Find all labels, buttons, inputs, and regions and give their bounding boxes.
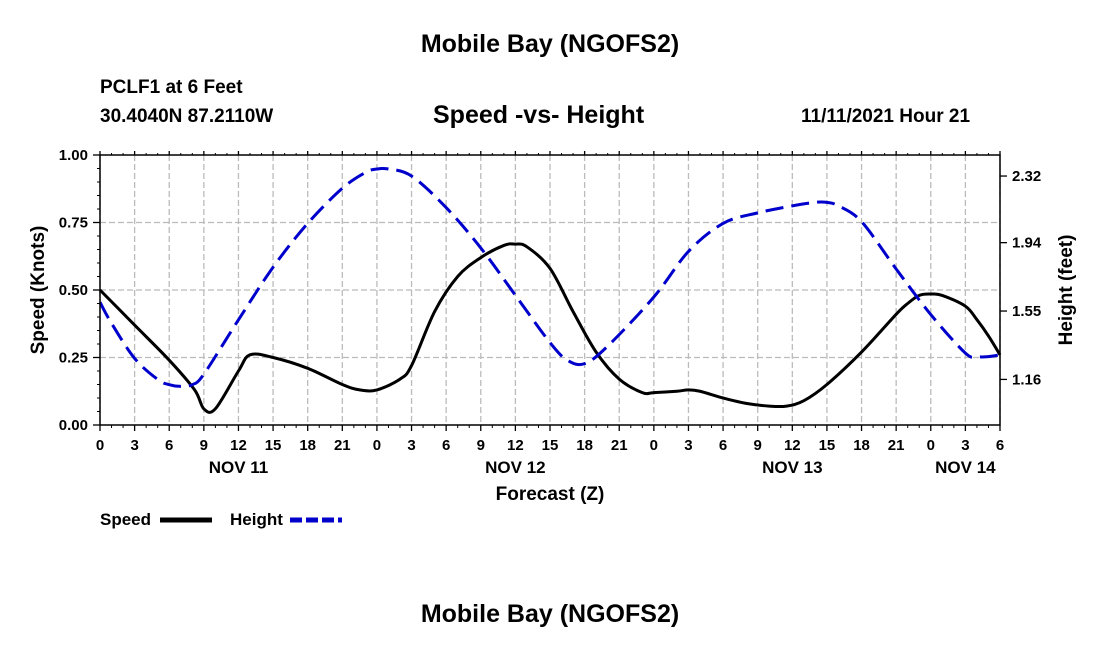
x-tick-label-6: 18 (299, 437, 316, 454)
axis-ticks: 0 3 6 9 12 15 18 21 0 3 6 9 12 15 18 21 0 3 6 9 12 15 18 21 0 3 6N… (59, 147, 1042, 477)
date-label-1: NOV 12 (485, 458, 545, 477)
x-tick-label-3: 9 (200, 437, 208, 454)
series-layer (98, 166, 1002, 414)
station-coordinates: 30.4040N 87.2110W (100, 106, 274, 127)
legend: Speed Height (100, 510, 342, 529)
x-tick-label-2: 6 (165, 437, 173, 454)
x-tick-label-1: 3 (130, 437, 138, 454)
x-tick-label-4: 12 (230, 437, 247, 454)
x-tick-label-12: 12 (507, 437, 524, 454)
x-tick-label-0: 0 (96, 437, 104, 454)
x-tick-label-14: 18 (576, 437, 593, 454)
bottom-title: Mobile Bay (NGOFS2) (420, 600, 680, 628)
y-axis-label-right: Height (feet) (1056, 235, 1077, 346)
x-tick-label-19: 9 (754, 437, 762, 454)
x-tick-label-10: 6 (442, 437, 450, 454)
x-tick-label-8: 0 (373, 437, 381, 454)
y-tick-label-left-4: 1.00 (59, 147, 88, 164)
y-tick-label-left-2: 0.50 (59, 282, 88, 299)
x-tick-label-21: 15 (819, 437, 836, 454)
y-tick-label-right-2: 1.94 (1012, 235, 1042, 252)
y-tick-label-right-0: 1.16 (1012, 371, 1041, 388)
chart-title: Speed -vs- Height (433, 101, 645, 129)
x-tick-label-24: 0 (927, 437, 935, 454)
series-line-height (98, 166, 1001, 388)
x-tick-label-22: 18 (853, 437, 870, 454)
x-tick-label-16: 0 (650, 437, 658, 454)
grid-lines (99, 155, 1001, 425)
x-tick-label-25: 3 (961, 437, 969, 454)
y-tick-label-left-0: 0.00 (59, 417, 88, 434)
series-line-speed (98, 242, 1002, 414)
x-tick-label-17: 3 (684, 437, 692, 454)
speed-height-chart: 0 3 6 9 12 15 18 21 0 3 6 9 12 15 18 21 0 3 6 9 12 15 18 21 0 3 6N… (28, 147, 1077, 529)
main-title: Mobile Bay (NGOFS2) (420, 30, 680, 58)
y-tick-label-left-3: 0.75 (59, 215, 88, 232)
x-tick-label-5: 15 (265, 437, 282, 454)
legend-height-label: Height (230, 510, 283, 529)
legend-speed-label: Speed (100, 510, 151, 529)
x-tick-label-23: 21 (888, 437, 905, 454)
x-axis-label: Forecast (Z) (496, 484, 605, 505)
y-axis-label-left: Speed (Knots) (28, 226, 49, 355)
y-tick-label-right-1: 1.55 (1012, 303, 1041, 320)
x-tick-label-15: 21 (611, 437, 628, 454)
x-tick-label-18: 6 (719, 437, 727, 454)
x-tick-label-26: 6 (996, 437, 1004, 454)
date-label-0: NOV 11 (209, 458, 269, 477)
chart-timestamp: 11/11/2021 Hour 21 (801, 106, 971, 127)
x-tick-label-9: 3 (407, 437, 415, 454)
date-label-3: NOV 14 (935, 458, 996, 477)
y-tick-label-right-3: 2.32 (1012, 168, 1041, 185)
x-tick-label-7: 21 (334, 437, 351, 454)
date-label-2: NOV 13 (762, 458, 822, 477)
x-tick-label-11: 9 (477, 437, 485, 454)
y-tick-label-left-1: 0.25 (59, 350, 88, 367)
x-tick-label-13: 15 (542, 437, 559, 454)
axis-labels: Forecast (Z) Speed (Knots) Height (feet) (28, 226, 1077, 505)
station-name: PCLF1 at 6 Feet (100, 77, 243, 98)
x-tick-label-20: 12 (784, 437, 801, 454)
